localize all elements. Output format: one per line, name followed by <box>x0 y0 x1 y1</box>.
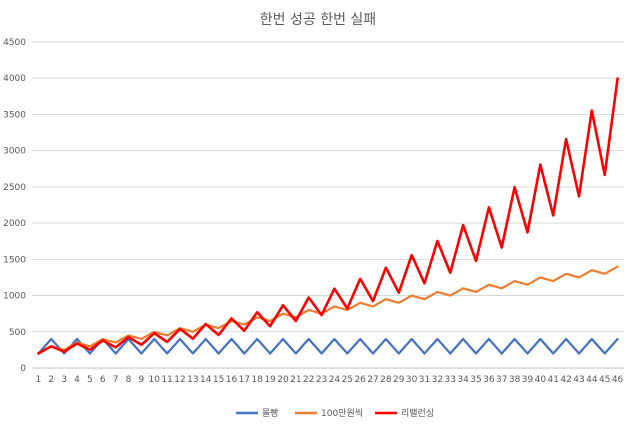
x-tick-label: 21 <box>290 375 301 385</box>
y-tick-label: 1500 <box>3 255 26 265</box>
chart-title: 한번 성공 한번 실패 <box>260 12 376 28</box>
series-lines <box>37 77 619 355</box>
x-tick-label: 7 <box>113 375 119 385</box>
x-tick-label: 15 <box>213 375 224 385</box>
x-tick-label: 39 <box>522 375 534 385</box>
x-tick-label: 2 <box>48 375 54 385</box>
y-tick-label: 0 <box>20 364 26 374</box>
y-tick-label: 3000 <box>3 147 26 157</box>
x-tick-label: 12 <box>174 375 185 385</box>
y-tick-label: 4500 <box>3 38 26 48</box>
x-tick-label: 43 <box>573 375 584 385</box>
legend: 몰빵 100만원씩 리밸런싱 <box>236 408 434 419</box>
x-tick-label: 38 <box>509 375 521 385</box>
x-tick-label: 44 <box>586 375 598 385</box>
y-axis-ticks: 0 500 1000 1500 2000 2500 3000 3500 4000 4500 <box>3 38 26 374</box>
y-tick-label: 1000 <box>3 292 26 302</box>
x-tick-label: 11 <box>161 375 172 385</box>
x-tick-label: 16 <box>226 375 238 385</box>
x-tick-label: 20 <box>277 375 289 385</box>
x-tick-label: 4 <box>74 375 80 385</box>
x-tick-label: 28 <box>380 375 392 385</box>
x-tick-label: 14 <box>200 375 212 385</box>
x-tick-label: 31 <box>419 375 430 385</box>
x-tick-label: 23 <box>316 375 327 385</box>
series-line-3 <box>37 77 619 355</box>
x-tick-label: 33 <box>445 375 456 385</box>
x-tick-label: 34 <box>457 375 469 385</box>
x-tick-label: 27 <box>367 375 378 385</box>
x-tick-label: 24 <box>329 375 341 385</box>
x-tick-label: 41 <box>547 375 558 385</box>
x-tick-label: 1 <box>36 375 42 385</box>
x-tick-label: 37 <box>496 375 507 385</box>
x-tick-label: 35 <box>470 375 481 385</box>
x-tick-label: 30 <box>406 375 418 385</box>
x-tick-label: 42 <box>560 375 571 385</box>
series-line-1 <box>37 337 619 355</box>
x-tick-label: 36 <box>483 375 495 385</box>
legend-label: 100만원씩 <box>321 408 363 419</box>
x-tick-label: 6 <box>100 375 106 385</box>
x-tick-label: 10 <box>149 375 161 385</box>
x-tick-label: 25 <box>342 375 353 385</box>
y-tick-label: 2500 <box>3 183 26 193</box>
x-tick-label: 22 <box>303 375 314 385</box>
y-tick-label: 4000 <box>3 74 26 84</box>
x-tick-label: 45 <box>599 375 610 385</box>
x-tick-label: 9 <box>139 375 145 385</box>
y-tick-label: 500 <box>9 328 26 338</box>
x-tick-label: 26 <box>354 375 366 385</box>
series-line-2 <box>37 265 619 355</box>
x-tick-label: 46 <box>612 375 624 385</box>
x-tick-label: 3 <box>61 375 67 385</box>
legend-label: 몰빵 <box>262 408 279 419</box>
x-tick-label: 32 <box>432 375 443 385</box>
y-tick-label: 2000 <box>3 219 26 229</box>
y-tick-label: 3500 <box>3 110 26 120</box>
x-tick-label: 13 <box>187 375 198 385</box>
x-tick-label: 40 <box>535 375 547 385</box>
x-tick-label: 29 <box>393 375 405 385</box>
legend-label: 리밸런싱 <box>401 408 434 419</box>
x-tick-label: 8 <box>126 375 132 385</box>
x-tick-label: 17 <box>239 375 250 385</box>
grid-lines <box>32 41 624 369</box>
x-tick-label: 19 <box>264 375 276 385</box>
x-tick-label: 18 <box>251 375 263 385</box>
x-axis-ticks: 1 2 3 4 5 6 7 8 9 10 11 12 13 14 15 16 17 18 19 20 21 22 23 24 2… <box>36 375 624 385</box>
x-tick-label: 5 <box>87 375 93 385</box>
